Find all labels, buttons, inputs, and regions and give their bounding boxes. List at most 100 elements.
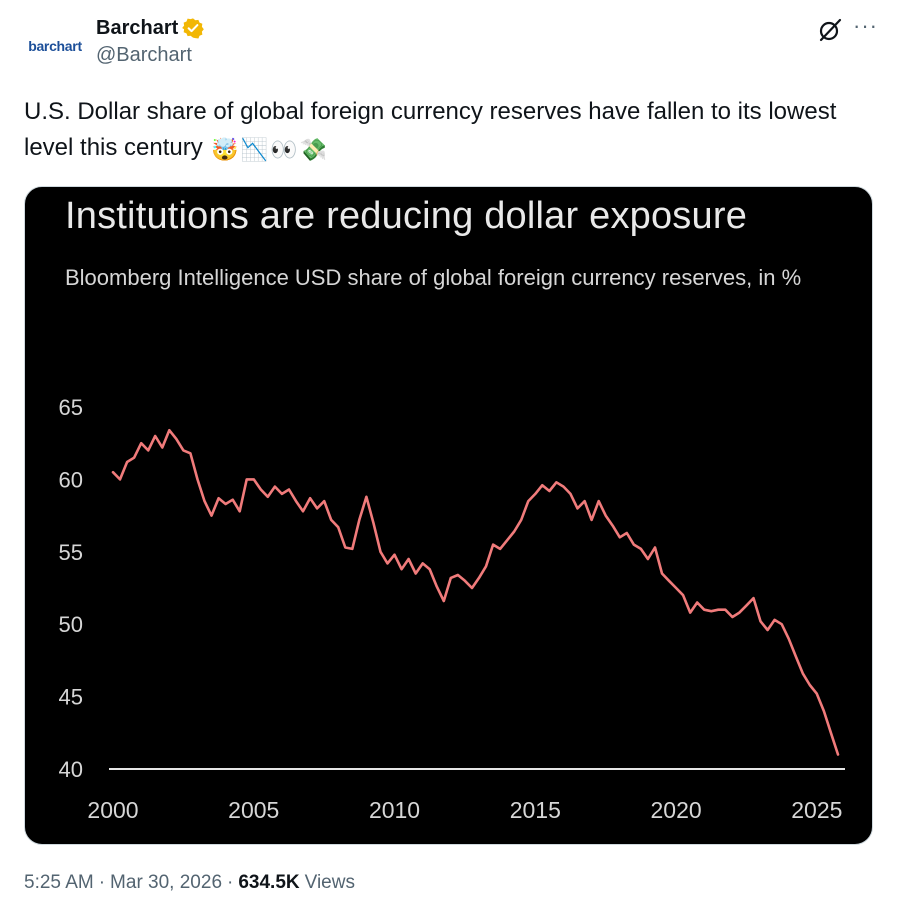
- data-point: [252, 478, 255, 481]
- tweet-media-chart[interactable]: Institutions are reducing dollar exposur…: [24, 186, 873, 845]
- emoji-money-with-wings: 💸: [299, 137, 328, 162]
- data-point: [689, 611, 692, 614]
- chart-subtitle: Bloomberg Intelligence USD share of glob…: [65, 265, 802, 290]
- data-point: [379, 550, 382, 553]
- emoji-chart-decreasing: 📉: [240, 137, 269, 162]
- data-point: [555, 481, 558, 484]
- data-point: [231, 498, 234, 501]
- data-point: [590, 519, 593, 521]
- data-point: [428, 568, 431, 571]
- data-point: [182, 449, 185, 452]
- data-point: [217, 497, 220, 500]
- data-point: [414, 572, 417, 575]
- data-point: [140, 442, 143, 445]
- data-point: [245, 478, 248, 481]
- data-point: [830, 731, 832, 734]
- data-point: [534, 493, 537, 495]
- avatar[interactable]: barchart: [24, 24, 86, 68]
- data-point: [604, 514, 607, 517]
- tweet-text: U.S. Dollar share of global foreign curr…: [24, 94, 854, 168]
- author-handle[interactable]: @Barchart: [96, 44, 192, 66]
- data-point: [745, 604, 748, 607]
- data-point: [520, 519, 523, 521]
- data-point: [682, 594, 684, 597]
- display-name[interactable]: Barchart: [96, 16, 179, 39]
- data-point: [597, 500, 600, 502]
- data-point: [295, 500, 297, 502]
- data-point: [372, 521, 375, 524]
- data-point: [154, 435, 157, 437]
- data-point: [696, 601, 699, 604]
- data-point: [752, 597, 755, 599]
- chart-title: Institutions are reducing dollar exposur…: [65, 195, 748, 237]
- data-point: [442, 600, 445, 602]
- data-point: [358, 519, 361, 521]
- data-point: [133, 456, 135, 459]
- grok-icon[interactable]: [817, 17, 843, 43]
- data-point: [618, 536, 621, 539]
- more-icon[interactable]: ···: [853, 13, 878, 38]
- y-tick-label: 45: [59, 685, 83, 710]
- x-tick-label: 2025: [791, 797, 842, 823]
- meta-separator: ·: [227, 872, 234, 893]
- y-tick-label: 40: [59, 757, 83, 782]
- data-point: [759, 620, 762, 623]
- data-point: [801, 672, 804, 675]
- data-point: [266, 495, 269, 498]
- data-point: [647, 558, 649, 560]
- data-point: [161, 446, 164, 449]
- data-point: [147, 449, 150, 452]
- data-point: [210, 514, 213, 517]
- author-block: Barchart @Barchart: [96, 14, 205, 67]
- data-point: [203, 500, 206, 502]
- data-point: [675, 587, 677, 589]
- data-point: [611, 524, 614, 527]
- data-point: [485, 565, 487, 568]
- tweet-time[interactable]: 5:25 AM: [24, 872, 94, 893]
- x-tick-label: 2015: [510, 797, 561, 823]
- data-point: [196, 478, 199, 481]
- data-point: [661, 572, 663, 575]
- data-point: [407, 558, 410, 560]
- data-point: [288, 488, 290, 491]
- data-point: [632, 543, 635, 546]
- x-tick-label: 2020: [650, 797, 701, 823]
- data-point: [668, 579, 670, 582]
- data-point: [330, 519, 333, 521]
- data-point: [274, 485, 276, 488]
- data-point: [421, 562, 424, 565]
- data-point: [710, 610, 713, 613]
- data-point: [344, 546, 347, 549]
- data-point: [238, 510, 241, 513]
- verified-badge-icon: [182, 18, 205, 39]
- data-point: [189, 452, 192, 455]
- display-name-row: Barchart: [96, 14, 205, 42]
- data-point: [337, 526, 340, 529]
- data-point: [168, 429, 171, 432]
- y-tick-label: 50: [59, 612, 83, 637]
- avatar-logo: barchart: [28, 38, 82, 54]
- data-point: [126, 461, 128, 463]
- data-point: [583, 500, 586, 502]
- data-point: [386, 562, 389, 565]
- data-point: [823, 710, 825, 712]
- data-point: [119, 478, 121, 481]
- data-point: [738, 611, 741, 614]
- data-point: [569, 493, 572, 495]
- data-point: [773, 619, 776, 621]
- emoji-exploding-head: 🤯: [211, 137, 239, 162]
- data-point: [731, 616, 734, 618]
- data-point: [435, 585, 438, 588]
- data-point: [323, 500, 326, 502]
- data-point: [506, 539, 509, 542]
- y-tick-label: 65: [59, 395, 83, 420]
- data-point: [717, 608, 720, 611]
- data-point: [837, 753, 839, 756]
- data-point: [499, 548, 501, 550]
- data-point: [640, 548, 642, 550]
- data-point: [654, 546, 656, 549]
- data-point: [259, 488, 262, 491]
- tweet-date[interactable]: Mar 30, 2026: [110, 872, 223, 893]
- data-point: [703, 608, 706, 611]
